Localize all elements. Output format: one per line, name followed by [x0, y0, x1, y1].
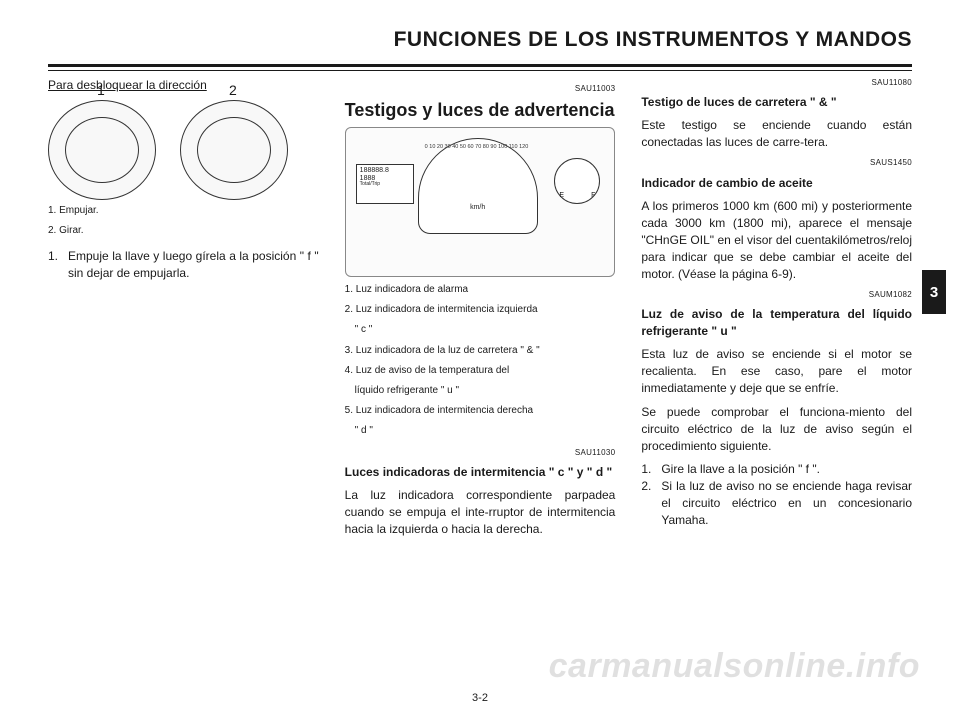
speedo-ticks: 0 10 20 30 40 50 60 70 80 90 100 110 120 [425, 145, 529, 151]
column-1: Para desbloquear la dirección 1 2 1. Emp… [48, 77, 319, 637]
step-1: 1. Empuje la llave y luego gírela a la p… [48, 248, 319, 282]
paragraph-coolant-2: Se puede comprobar el funciona-miento de… [641, 404, 912, 455]
odo-line3: Total/Trip [360, 182, 410, 188]
figure-caption-2: 2. Girar. [48, 224, 319, 238]
coolant-step-1: 1. Gire la llave a la posición " f ". [641, 461, 912, 478]
figure-caption-1: 1. Empujar. [48, 204, 319, 218]
dash-caption-4b: líquido refrigerante " u " [345, 384, 616, 398]
paragraph-turn-signals: La luz indicadora correspondiente parpad… [345, 487, 616, 538]
coolant-step-2-number: 2. [641, 478, 655, 529]
speedometer: 0 10 20 30 40 50 60 70 80 90 100 110 120… [418, 138, 538, 234]
column-3: SAU11080 Testigo de luces de carretera "… [641, 77, 912, 637]
lock-illustration-2: 2 [180, 100, 288, 200]
ref-code-sau11030: SAU11030 [345, 447, 616, 458]
leader-1: 1 [382, 272, 389, 277]
leader-3: 3 [480, 272, 487, 277]
speedo-unit: km/h [419, 203, 537, 213]
leader-4: 4 [518, 272, 525, 277]
step-1-text: Empuje la llave y luego gírela a la posi… [68, 248, 319, 282]
coolant-step-1-number: 1. [641, 461, 655, 478]
leader-2: 2 [456, 272, 463, 277]
page-title: FUNCIONES DE LOS INSTRUMENTOS Y MANDOS [48, 28, 912, 52]
coolant-step-2-text: Si la luz de aviso no se enciende haga r… [661, 478, 912, 529]
ref-code-saum1082: SAUM1082 [641, 289, 912, 300]
dash-caption-3: 3. Luz indicadora de la luz de carretera… [345, 344, 616, 358]
figure-label-1: 1 [97, 81, 105, 101]
section-title-lights: Testigos y luces de advertencia [345, 100, 616, 121]
odometer-display: 188888.8 1888 Total/Trip [356, 164, 414, 204]
step-1-number: 1. [48, 248, 62, 282]
figure-unlock: 1 2 [48, 100, 319, 200]
content-columns: Para desbloquear la dirección 1 2 1. Emp… [48, 77, 912, 637]
figure-lock-push: 1 [48, 100, 156, 200]
odo-line1: 188888.8 [360, 167, 410, 175]
unlock-heading: Para desbloquear la dirección [48, 77, 319, 94]
figure-dashboard: 188888.8 1888 Total/Trip 0 10 20 30 40 5… [345, 127, 616, 277]
column-2: SAU11003 Testigos y luces de advertencia… [345, 77, 616, 637]
page-number: 3-2 [0, 692, 960, 704]
subheading-oil-change: Indicador de cambio de aceite [641, 175, 912, 192]
manual-page: FUNCIONES DE LOS INSTRUMENTOS Y MANDOS P… [0, 0, 960, 718]
title-rule [48, 64, 912, 71]
fuel-f: F [591, 191, 595, 201]
figure-lock-turn: 2 [180, 100, 288, 200]
figure-label-2: 2 [229, 81, 237, 101]
ref-code-sau11003: SAU11003 [345, 83, 616, 94]
fuel-e: E [559, 191, 564, 201]
chapter-tab: 3 [922, 270, 946, 314]
watermark: carmanualsonline.info [549, 647, 920, 686]
paragraph-oil-change: A los primeros 1000 km (600 mi) y poster… [641, 198, 912, 283]
subheading-high-beam: Testigo de luces de carretera " & " [641, 94, 912, 111]
ref-code-saus1450: SAUS1450 [641, 157, 912, 168]
leader-5: 5 [542, 272, 549, 277]
dash-caption-5a: 5. Luz indicadora de intermitencia derec… [345, 404, 616, 418]
dash-caption-4a: 4. Luz de aviso de la temperatura del [345, 364, 616, 378]
coolant-step-1-text: Gire la llave a la posición " f ". [661, 461, 820, 478]
dash-caption-2b: " c " [345, 323, 616, 337]
paragraph-high-beam: Este testigo se enciende cuando están co… [641, 117, 912, 151]
paragraph-coolant-1: Esta luz de aviso se enciende si el moto… [641, 346, 912, 397]
subheading-coolant-temp: Luz de aviso de la temperatura del líqui… [641, 306, 912, 340]
lock-illustration-1: 1 [48, 100, 156, 200]
fuel-gauge: E F [554, 158, 600, 204]
ref-code-sau11080: SAU11080 [641, 77, 912, 88]
dash-caption-5b: " d " [345, 424, 616, 438]
dash-caption-1: 1. Luz indicadora de alarma [345, 283, 616, 297]
dash-caption-2a: 2. Luz indicadora de intermitencia izqui… [345, 303, 616, 317]
coolant-step-2: 2. Si la luz de aviso no se enciende hag… [641, 478, 912, 529]
subheading-turn-signals: Luces indicadoras de intermitencia " c "… [345, 464, 616, 481]
